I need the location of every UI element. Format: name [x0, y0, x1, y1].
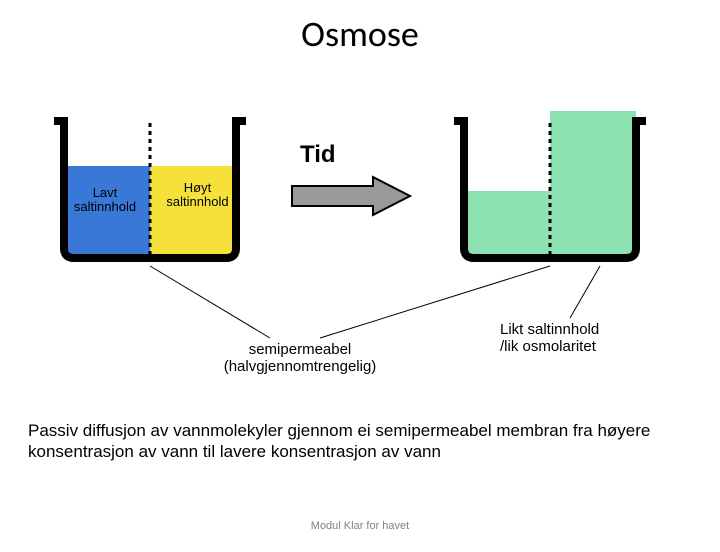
label-equal-salt: Likt saltinnhold /lik osmolaritet [500, 321, 670, 356]
label-equal-line1: Likt saltinnhold [500, 321, 599, 338]
leader-equal [570, 266, 600, 318]
label-semipermeable-line1: semipermeabel [249, 341, 352, 358]
label-equal-line2: /lik osmolaritet [500, 338, 596, 355]
description-text: Passiv diffusjon av vannmolekyler gjenno… [28, 420, 688, 463]
osmosis-diagram: Lavt saltinnhold Høyt saltinnhold Tid se… [0, 86, 720, 406]
label-semipermeable: semipermeabel (halvgjennomtrengelig) [190, 341, 410, 376]
footer-text: Modul Klar for havet [0, 520, 720, 532]
page-title: Osmose [0, 12, 720, 56]
leader-left [150, 266, 270, 338]
label-semipermeable-line2: (halvgjennomtrengelig) [224, 358, 377, 375]
